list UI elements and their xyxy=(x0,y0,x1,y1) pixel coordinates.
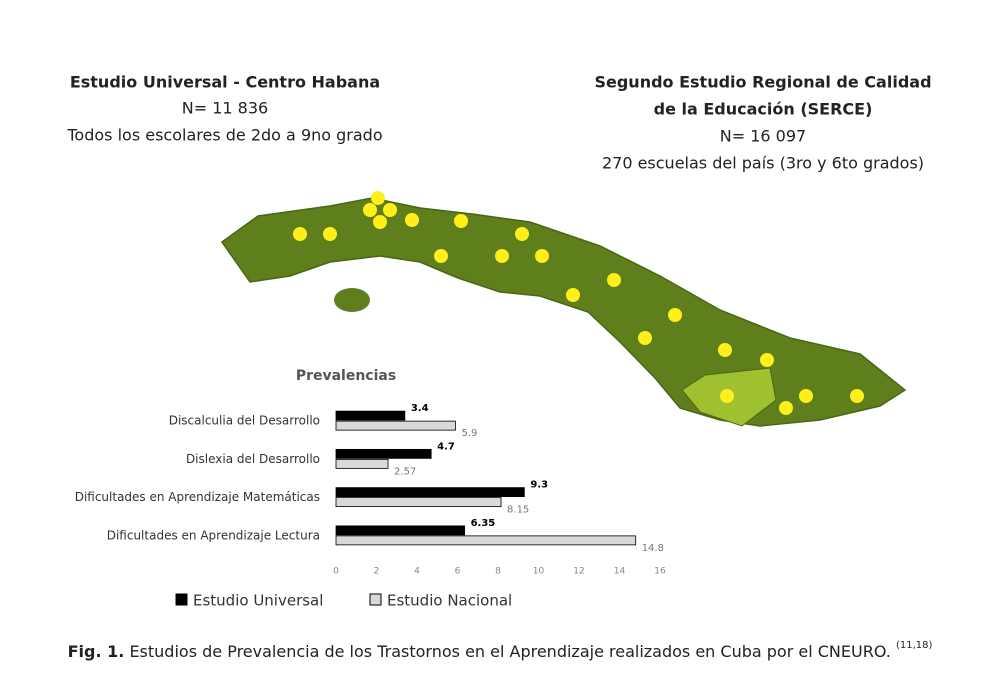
right-scope: 270 escuelas del país (3ro y 6to grados) xyxy=(602,154,924,173)
left-scope: Todos los escolares de 2do a 9no grado xyxy=(66,126,382,145)
bar xyxy=(335,458,389,469)
legend-swatch xyxy=(369,593,382,606)
caption-refs: (11,18) xyxy=(896,640,933,651)
bar xyxy=(335,525,465,536)
x-tick-label: 16 xyxy=(654,567,666,577)
value-label: 8.15 xyxy=(507,505,529,516)
right-title: de la Educación (SERCE) xyxy=(654,100,873,119)
y-tick-label: Dificultades en Aprendizaje Lectura xyxy=(107,528,320,542)
bar xyxy=(335,535,637,546)
value-label: 9.3 xyxy=(530,480,548,491)
x-tick-label: 12 xyxy=(573,567,584,577)
isla-juventud xyxy=(334,288,370,312)
bar xyxy=(335,410,406,421)
x-tick-label: 6 xyxy=(455,567,461,577)
caption-text: Estudios de Prevalencia de los Trastorno… xyxy=(129,642,890,661)
bar xyxy=(335,420,456,431)
bar xyxy=(335,497,502,508)
x-tick-label: 14 xyxy=(614,567,626,577)
value-label: 3.4 xyxy=(411,403,429,414)
right-n: N= 16 097 xyxy=(720,127,806,146)
x-tick-label: 0 xyxy=(333,567,339,577)
legend-swatch xyxy=(175,593,188,606)
legend-label: Estudio Universal xyxy=(193,592,323,610)
caption: Fig. 1. Estudios de Prevalencia de los T… xyxy=(68,640,933,661)
value-label: 6.35 xyxy=(471,518,496,529)
x-tick-label: 4 xyxy=(414,567,420,577)
caption-label: Fig. 1. xyxy=(68,642,125,661)
left-n: N= 11 836 xyxy=(182,99,268,118)
x-tick-label: 2 xyxy=(374,567,380,577)
left-title: Estudio Universal - Centro Habana xyxy=(70,73,380,92)
chart-title: Prevalencias xyxy=(296,368,396,384)
right-title: Segundo Estudio Regional de Calidad xyxy=(594,73,931,92)
y-tick-label: Dislexia del Desarrollo xyxy=(186,452,320,466)
value-label: 14.8 xyxy=(642,543,664,554)
bar xyxy=(335,487,525,498)
cuba-island xyxy=(220,197,907,427)
y-tick-label: Discalculia del Desarrollo xyxy=(169,414,320,428)
legend-label: Estudio Nacional xyxy=(387,592,512,610)
x-tick-label: 10 xyxy=(533,567,545,577)
x-tick-label: 8 xyxy=(495,567,501,577)
y-tick-label: Dificultades en Aprendizaje Matemáticas xyxy=(75,490,320,504)
bar xyxy=(335,448,432,459)
value-label: 2.57 xyxy=(394,466,416,477)
value-label: 4.7 xyxy=(437,441,455,452)
value-label: 5.9 xyxy=(461,428,477,439)
school-dots xyxy=(293,191,864,415)
map xyxy=(220,191,907,427)
